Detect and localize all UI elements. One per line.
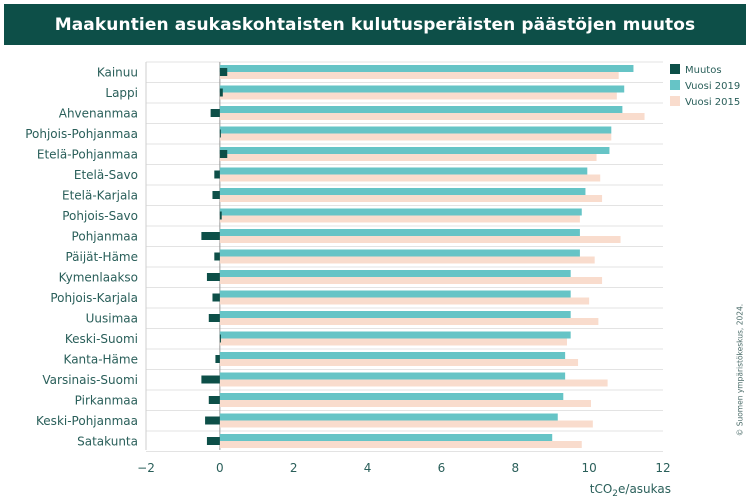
bar-2015: [219, 174, 601, 182]
chart-title: Maakuntien asukaskohtaisten kulutusperäi…: [4, 4, 746, 45]
bar-2015: [219, 256, 595, 264]
bar-2015: [219, 133, 612, 141]
bar-muutos: [212, 191, 220, 199]
bar-muutos: [210, 109, 220, 117]
category-label: Pohjois-Savo: [62, 209, 138, 223]
x-tick-label: −2: [137, 461, 155, 475]
legend-label: Vuosi 2015: [685, 97, 740, 108]
category-label: Varsinais-Suomi: [42, 373, 138, 387]
bar-muutos: [208, 396, 220, 404]
bar-2019: [219, 85, 625, 93]
category-label: Kanta-Häme: [64, 352, 138, 366]
category-label: Keski-Suomi: [65, 332, 138, 346]
category-label: Etelä-Pohjanmaa: [37, 147, 138, 161]
category-label: Pohjois-Pohjanmaa: [25, 127, 138, 141]
bar-2019: [219, 167, 588, 175]
legend-swatch: [670, 64, 680, 74]
bar-2015: [219, 72, 619, 79]
bar-2019: [219, 331, 571, 339]
bar-2019: [219, 372, 566, 380]
category-label: Kainuu: [97, 65, 138, 79]
x-tick-label: 0: [216, 461, 224, 475]
bar-2019: [219, 126, 612, 134]
bar-2019: [219, 393, 564, 400]
bar-muutos: [219, 150, 228, 158]
bar-2015: [219, 113, 645, 120]
category-label: Pohjois-Karjala: [50, 291, 138, 305]
category-label: Keski-Pohjanmaa: [36, 414, 138, 428]
bar-muutos: [212, 293, 220, 302]
x-tick-label: 8: [511, 461, 519, 475]
bar-2019: [219, 249, 580, 257]
category-label: Pohjanmaa: [72, 229, 138, 243]
category-label: Etelä-Savo: [74, 168, 138, 182]
legend-label: Muutos: [685, 65, 722, 76]
bar-muutos: [219, 334, 221, 343]
category-label: Uusimaa: [86, 311, 138, 325]
bar-muutos: [214, 252, 220, 261]
bar-muutos: [219, 88, 223, 97]
bar-muutos: [208, 314, 220, 322]
bar-muutos: [206, 273, 220, 281]
category-label: Päijät-Häme: [65, 250, 138, 264]
legend-label: Vuosi 2019: [685, 81, 740, 92]
x-tick-label: 4: [364, 461, 372, 475]
x-tick-label: 2: [290, 461, 298, 475]
bar-2019: [219, 311, 571, 318]
bar-2019: [219, 147, 610, 154]
bar-2015: [219, 236, 621, 243]
bar-2019: [219, 229, 580, 236]
bar-muutos: [219, 68, 228, 76]
x-axis-label: tCO2e/asukas: [590, 482, 671, 499]
x-tick-label: 10: [582, 461, 597, 475]
bar-2019: [219, 413, 558, 421]
bar-2019: [219, 290, 571, 298]
bar-2015: [219, 277, 603, 284]
bar-2019: [219, 434, 553, 441]
bar-2015: [219, 359, 579, 366]
bar-2015: [219, 297, 590, 305]
category-label: Kymenlaakso: [59, 270, 138, 284]
category-label: Lappi: [105, 86, 138, 100]
bar-muutos: [219, 129, 221, 138]
category-label: Etelä-Karjala: [62, 188, 138, 202]
bar-2015: [219, 215, 580, 223]
bar-2019: [219, 106, 623, 113]
bar-2015: [219, 420, 593, 428]
bar-2015: [219, 92, 617, 100]
bar-muutos: [219, 211, 222, 220]
copyright-credit: © Suomen ympäristökeskus, 2024.: [735, 303, 745, 437]
bar-muutos: [206, 437, 220, 445]
legend-swatch: [670, 80, 680, 90]
bar-muutos: [201, 232, 220, 240]
bar-2019: [219, 352, 566, 359]
bar-2015: [219, 154, 597, 161]
bar-2015: [219, 195, 603, 202]
bar-muutos: [205, 416, 220, 425]
bar-2015: [219, 400, 591, 407]
category-label: Pirkanmaa: [75, 393, 138, 407]
bar-2015: [219, 379, 608, 387]
category-label: Ahvenanmaa: [59, 106, 138, 120]
legend-swatch: [670, 96, 680, 106]
bar-2019: [219, 208, 582, 216]
category-label: Satakunta: [77, 434, 138, 448]
bar-2019: [219, 270, 571, 277]
bar-2019: [219, 188, 586, 195]
bar-2015: [219, 338, 567, 346]
bar-2015: [219, 441, 582, 448]
bar-muutos: [215, 355, 220, 363]
bar-muutos: [214, 170, 220, 179]
bar-muutos: [201, 375, 220, 384]
bar-2019: [219, 65, 634, 72]
x-tick-label: 12: [655, 461, 670, 475]
x-tick-label: 6: [438, 461, 446, 475]
bar-2015: [219, 318, 599, 325]
